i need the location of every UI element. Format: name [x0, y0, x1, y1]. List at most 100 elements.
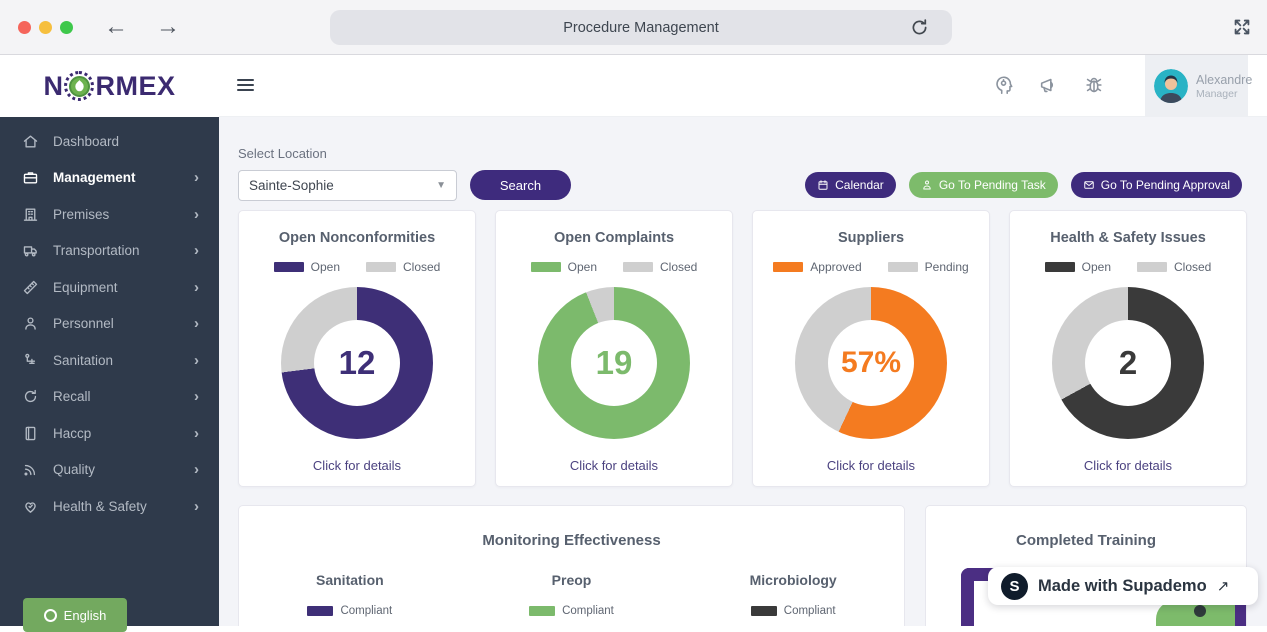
legend-swatch	[773, 262, 803, 272]
supademo-badge[interactable]: S Made with Supademo ↗	[988, 567, 1258, 605]
page-title: Procedure Management	[563, 20, 719, 36]
sidebar-item-quality[interactable]: Quality›	[0, 452, 219, 489]
calendar-button[interactable]: Calendar	[805, 172, 896, 198]
details-link[interactable]: Click for details	[496, 458, 732, 473]
training-chart-fragment	[1194, 605, 1206, 617]
close-window-button[interactable]	[18, 21, 31, 34]
donut-center-value: 19	[596, 344, 633, 382]
fullscreen-icon[interactable]	[1231, 16, 1253, 38]
legend-swatch	[274, 262, 304, 272]
action-label: Calendar	[835, 178, 884, 192]
sidebar-item-haccp[interactable]: Haccp›	[0, 415, 219, 452]
chart-title: Open Complaints	[496, 230, 732, 246]
sidebar-item-management[interactable]: Management›	[0, 160, 219, 197]
legend-label: Closed	[403, 260, 440, 274]
sidebar-item-dashboard[interactable]: Dashboard	[0, 123, 219, 160]
sidebar-item-label: Transportation	[53, 243, 194, 258]
legend-label: Compliant	[784, 605, 836, 617]
sidebar-item-label: Recall	[53, 389, 194, 404]
chart-title: Open Nonconformities	[239, 230, 475, 246]
column-title: Sanitation	[239, 572, 461, 588]
supademo-label: Made with Supademo	[1038, 577, 1207, 596]
zoom-window-button[interactable]	[60, 21, 73, 34]
chart-title: Health & Safety Issues	[1010, 230, 1246, 246]
location-select[interactable]: Sainte-Sophie ▼	[238, 170, 457, 201]
main-content: Select Location Sainte-Sophie ▼ Search C…	[219, 117, 1267, 626]
search-button[interactable]: Search	[470, 170, 571, 200]
details-link[interactable]: Click for details	[1010, 458, 1246, 473]
user-menu[interactable]: Alexandre Manager	[1145, 55, 1248, 117]
donut-chart[interactable]: 57%	[795, 287, 947, 439]
pending-task-button[interactable]: Go To Pending Task	[909, 172, 1058, 198]
legend-swatch	[1137, 262, 1167, 272]
chart-legend: Open Closed	[496, 260, 732, 274]
chart-card: Open NonconformitiesOpenClosed12Click fo…	[238, 210, 476, 487]
sidebar-item-personnel[interactable]: Personnel›	[0, 306, 219, 343]
mail-icon	[1083, 179, 1095, 191]
sidebar-item-label: Sanitation	[53, 353, 194, 368]
announcement-icon[interactable]	[1038, 74, 1060, 96]
sidebar-item-recall[interactable]: Recall›	[0, 379, 219, 416]
action-label: Go To Pending Approval	[1101, 178, 1230, 192]
sidebar-item-transportation[interactable]: Transportation›	[0, 233, 219, 270]
ruler-icon	[22, 279, 39, 296]
supademo-icon: S	[1001, 573, 1028, 600]
chart-legend: ApprovedPending	[753, 260, 989, 274]
normex-logo[interactable]: N RMEX	[43, 71, 175, 102]
sidebar-item-equipment[interactable]: Equipment›	[0, 269, 219, 306]
sidebar-item-health-safety[interactable]: Health & Safety›	[0, 488, 219, 525]
donut-center-value: 57%	[841, 346, 901, 380]
chevron-right-icon: ›	[194, 461, 199, 478]
chevron-right-icon: ›	[194, 242, 199, 259]
details-link[interactable]: Click for details	[239, 458, 475, 473]
donut-chart[interactable]: 12	[281, 287, 433, 439]
url-bar[interactable]: Procedure Management	[330, 10, 952, 45]
legend-label: Approved	[810, 260, 861, 274]
donut-chart[interactable]: 2	[1052, 287, 1204, 439]
legend-swatch	[751, 606, 777, 616]
window-controls	[18, 21, 73, 34]
browser-chrome: ← → Procedure Management	[0, 0, 1267, 55]
sidebar-item-label: Premises	[53, 207, 194, 222]
idea-icon[interactable]	[993, 74, 1015, 96]
logo-emblem-icon	[64, 71, 94, 101]
monitoring-column: PreopCompliant	[461, 572, 683, 617]
user-role: Manager	[1196, 88, 1252, 100]
reload-icon[interactable]	[909, 17, 930, 38]
globe-icon	[44, 609, 57, 622]
chevron-right-icon: ›	[194, 279, 199, 296]
building-icon	[22, 206, 39, 223]
sidebar-item-premises[interactable]: Premises›	[0, 196, 219, 233]
sidebar-item-label: Equipment	[53, 280, 194, 295]
home-icon	[22, 133, 39, 150]
logo-text-right: RMEX	[95, 71, 175, 102]
calendar-icon	[817, 179, 829, 191]
legend-label: Compliant	[562, 605, 614, 617]
action-label: Go To Pending Task	[939, 178, 1046, 192]
sidebar-item-sanitation[interactable]: Sanitation›	[0, 342, 219, 379]
menu-toggle-icon[interactable]	[237, 79, 254, 92]
back-button[interactable]: ←	[104, 10, 128, 44]
chart-card: Open Complaints Open Closed 19 Click for det…	[495, 210, 733, 487]
forward-button[interactable]: →	[156, 10, 180, 44]
legend-swatch	[1045, 262, 1075, 272]
column-title: Microbiology	[682, 572, 904, 588]
caret-down-icon: ▼	[436, 180, 446, 191]
legend-label: Closed	[660, 260, 697, 274]
book-icon	[22, 425, 39, 442]
sidebar: DashboardManagement›Premises›Transportat…	[0, 117, 219, 626]
pending-approval-button[interactable]: Go To Pending Approval	[1071, 172, 1242, 198]
language-button[interactable]: English	[23, 598, 127, 632]
sidebar-item-label: Health & Safety	[53, 499, 194, 514]
legend-swatch	[366, 262, 396, 272]
chart-card: SuppliersApprovedPending57%Click for det…	[752, 210, 990, 487]
details-link[interactable]: Click for details	[753, 458, 989, 473]
legend-label: Open	[568, 260, 597, 274]
minimize-window-button[interactable]	[39, 21, 52, 34]
avatar	[1154, 69, 1188, 103]
bug-icon[interactable]	[1083, 74, 1105, 96]
sidebar-item-label: Quality	[53, 462, 194, 477]
donut-chart[interactable]: 19	[538, 287, 690, 439]
legend-label: Open	[1082, 260, 1111, 274]
legend-label: Compliant	[340, 605, 392, 617]
